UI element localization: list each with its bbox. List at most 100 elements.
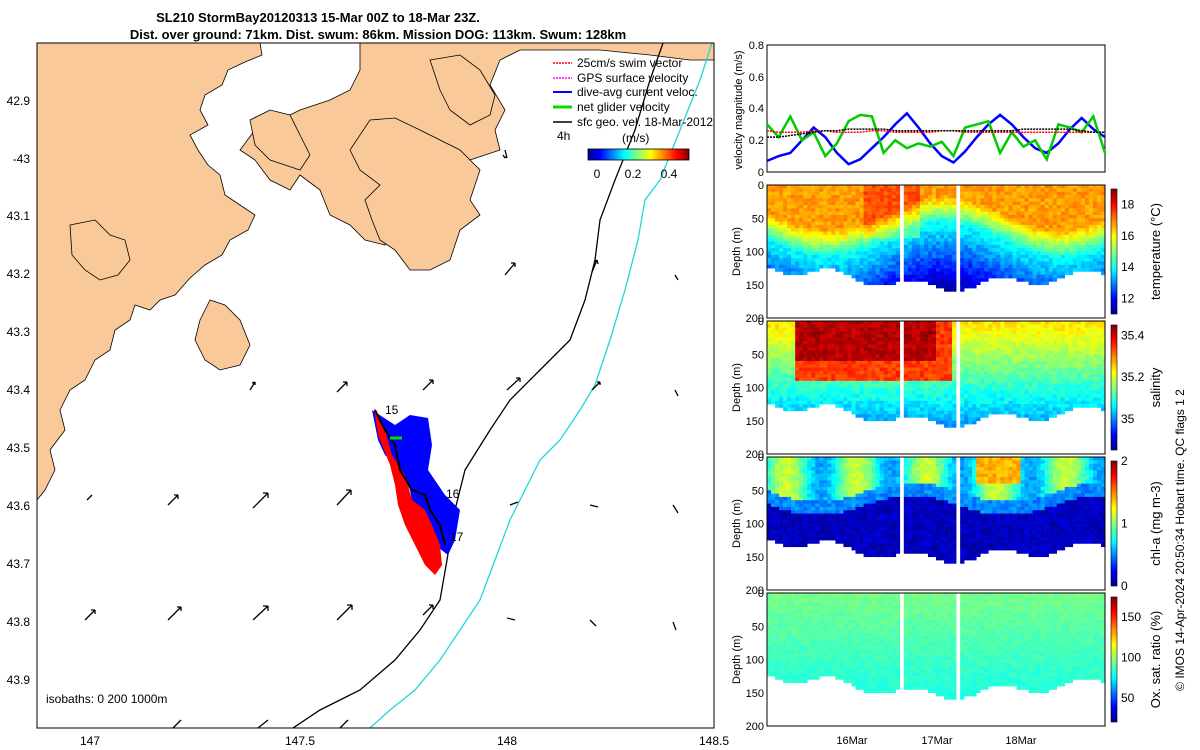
section-cell — [803, 194, 808, 199]
section-cell — [831, 337, 836, 342]
section-cell — [1076, 258, 1082, 262]
section-cell — [867, 244, 872, 249]
section-cell — [855, 390, 860, 395]
section-cell — [791, 407, 796, 412]
section-cell — [948, 424, 953, 428]
section-cell — [1016, 357, 1021, 362]
section-cell — [1040, 340, 1045, 345]
section-cell — [787, 513, 792, 518]
section-cell — [1100, 357, 1106, 362]
section-cell — [775, 224, 780, 229]
section-cell — [1072, 364, 1078, 368]
section-cell — [843, 364, 848, 368]
section-cell — [1036, 344, 1041, 348]
section-cell — [787, 397, 792, 402]
section-cell — [952, 201, 957, 206]
legend-label-gps: GPS surface velocity — [577, 71, 688, 85]
section-cell — [1004, 407, 1009, 412]
section-cell — [895, 188, 901, 192]
section-cell — [968, 231, 973, 236]
section-cell — [952, 274, 957, 279]
section-cell — [811, 194, 816, 199]
section-cell — [855, 374, 860, 378]
section-cell — [1072, 198, 1078, 202]
section-cell — [839, 350, 844, 355]
section-cell — [1096, 404, 1102, 408]
section-cell — [1052, 224, 1058, 229]
section-cell — [875, 185, 880, 189]
section-cell — [992, 258, 997, 262]
section-cell — [839, 324, 844, 328]
section-cell — [1056, 330, 1062, 335]
section-cell — [960, 327, 965, 332]
section-cell — [984, 337, 989, 342]
section-cell — [771, 337, 776, 342]
section-cell — [1020, 261, 1025, 266]
section-cell — [952, 354, 957, 358]
section-cell — [827, 244, 832, 249]
section-cell — [968, 354, 973, 358]
section-cell — [1064, 218, 1070, 222]
section-cell — [944, 185, 949, 189]
section-cell — [1096, 374, 1102, 378]
section-cell — [871, 377, 876, 382]
section-cell — [923, 238, 929, 242]
section-cell — [831, 330, 836, 335]
section-cell — [863, 354, 868, 358]
section-cell — [783, 221, 788, 226]
section-cell — [787, 264, 792, 269]
section-cell — [964, 191, 969, 196]
section-cell — [1024, 330, 1029, 335]
section-cell — [952, 324, 957, 328]
section-cell — [923, 271, 929, 276]
section-cell — [771, 188, 776, 192]
section-cell — [795, 384, 800, 388]
section-cell — [791, 394, 796, 398]
section-cell — [875, 228, 880, 232]
section-cell — [952, 334, 957, 338]
section-cell — [827, 384, 832, 388]
section-cell — [936, 420, 941, 425]
section-cell — [1100, 241, 1106, 246]
section-cell — [927, 330, 933, 335]
section-cell — [992, 264, 997, 269]
section-cell — [859, 274, 864, 279]
section-cell — [871, 211, 876, 216]
section-cell — [815, 354, 820, 358]
section-cell — [1012, 357, 1017, 362]
section-cell — [1068, 238, 1074, 242]
section-cell — [779, 340, 784, 345]
section-cell — [1084, 334, 1090, 338]
section-cell — [948, 407, 953, 412]
section-cell — [1100, 324, 1106, 328]
section-cell — [1044, 370, 1049, 375]
section-cell — [1012, 198, 1017, 202]
section-cell — [927, 321, 933, 325]
section-cell — [927, 370, 933, 375]
section-cell — [891, 218, 897, 222]
section-cell — [875, 271, 880, 276]
section-cell — [767, 530, 772, 534]
section-cell — [799, 271, 804, 276]
section-cell — [919, 221, 925, 226]
section-cell — [968, 414, 973, 418]
section-cell — [972, 188, 977, 192]
section-cell — [948, 390, 953, 395]
section-cell — [1012, 397, 1017, 402]
section-cell — [1084, 340, 1090, 345]
section-cell — [996, 211, 1001, 216]
section-cell — [1060, 350, 1066, 355]
section-cell — [952, 364, 957, 368]
section-cell — [775, 476, 780, 481]
section-cell — [767, 261, 772, 266]
section-cell — [891, 347, 897, 352]
section-cell — [1040, 364, 1045, 368]
section-cell — [883, 258, 889, 262]
map-y-tick: -43 — [13, 152, 31, 166]
section-cell — [1084, 370, 1090, 375]
section-cell — [1080, 231, 1086, 236]
section-cell — [919, 244, 925, 249]
section-cell — [976, 251, 981, 256]
section-cell — [911, 241, 917, 246]
section-cell — [819, 374, 824, 378]
